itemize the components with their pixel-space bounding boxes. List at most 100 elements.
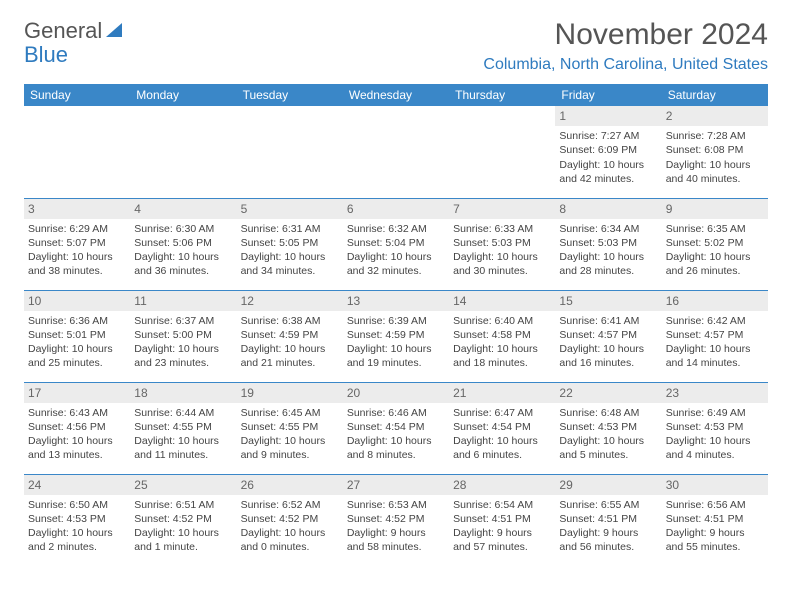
- sunrise-text: Sunrise: 6:44 AM: [134, 406, 232, 420]
- sunrise-text: Sunrise: 6:47 AM: [453, 406, 551, 420]
- daylight-text: and 40 minutes.: [666, 172, 764, 186]
- day-content: Sunrise: 6:30 AMSunset: 5:06 PMDaylight:…: [134, 222, 232, 279]
- daylight-text: and 38 minutes.: [28, 264, 126, 278]
- calendar-day-cell: 10Sunrise: 6:36 AMSunset: 5:01 PMDayligh…: [24, 290, 130, 382]
- daylight-text: Daylight: 10 hours: [453, 342, 551, 356]
- daylight-text: and 42 minutes.: [559, 172, 657, 186]
- sunset-text: Sunset: 6:09 PM: [559, 143, 657, 157]
- sunrise-text: Sunrise: 6:35 AM: [666, 222, 764, 236]
- daylight-text: Daylight: 10 hours: [559, 250, 657, 264]
- day-number: 2: [662, 106, 768, 126]
- day-content: Sunrise: 6:38 AMSunset: 4:59 PMDaylight:…: [241, 314, 339, 371]
- day-content: Sunrise: 7:27 AMSunset: 6:09 PMDaylight:…: [559, 129, 657, 186]
- daylight-text: Daylight: 10 hours: [453, 250, 551, 264]
- sunrise-text: Sunrise: 6:34 AM: [559, 222, 657, 236]
- day-number: 25: [130, 475, 236, 495]
- daylight-text: Daylight: 10 hours: [347, 342, 445, 356]
- daylight-text: Daylight: 10 hours: [28, 526, 126, 540]
- calendar-week-row: 1 Sunrise: 7:27 AMSunset: 6:09 PMDaylight…: [24, 106, 768, 198]
- sunrise-text: Sunrise: 6:52 AM: [241, 498, 339, 512]
- day-number: 19: [237, 383, 343, 403]
- daylight-text: and 34 minutes.: [241, 264, 339, 278]
- calendar-day-cell: 2 Sunrise: 7:28 AMSunset: 6:08 PMDaylight…: [662, 106, 768, 198]
- weekday-header: Thursday: [449, 84, 555, 106]
- daylight-text: Daylight: 10 hours: [134, 250, 232, 264]
- day-number: 10: [24, 291, 130, 311]
- sunrise-text: Sunrise: 6:50 AM: [28, 498, 126, 512]
- calendar-day-cell: 16Sunrise: 6:42 AMSunset: 4:57 PMDayligh…: [662, 290, 768, 382]
- daylight-text: and 0 minutes.: [241, 540, 339, 554]
- day-content: Sunrise: 6:35 AMSunset: 5:02 PMDaylight:…: [666, 222, 764, 279]
- daylight-text: and 56 minutes.: [559, 540, 657, 554]
- daylight-text: and 18 minutes.: [453, 356, 551, 370]
- day-number: 11: [130, 291, 236, 311]
- daylight-text: and 1 minute.: [134, 540, 232, 554]
- sunset-text: Sunset: 4:57 PM: [559, 328, 657, 342]
- calendar-empty-cell: [449, 106, 555, 198]
- sunrise-text: Sunrise: 7:27 AM: [559, 129, 657, 143]
- day-number: 13: [343, 291, 449, 311]
- sunset-text: Sunset: 4:51 PM: [666, 512, 764, 526]
- daylight-text: and 13 minutes.: [28, 448, 126, 462]
- day-number: 30: [662, 475, 768, 495]
- sunset-text: Sunset: 5:04 PM: [347, 236, 445, 250]
- calendar-day-cell: 29Sunrise: 6:55 AMSunset: 4:51 PMDayligh…: [555, 474, 661, 566]
- daylight-text: Daylight: 10 hours: [134, 342, 232, 356]
- day-content: Sunrise: 7:28 AMSunset: 6:08 PMDaylight:…: [666, 129, 764, 186]
- sunrise-text: Sunrise: 6:54 AM: [453, 498, 551, 512]
- sunrise-text: Sunrise: 6:55 AM: [559, 498, 657, 512]
- weekday-header: Saturday: [662, 84, 768, 106]
- day-number: 17: [24, 383, 130, 403]
- sunset-text: Sunset: 4:51 PM: [559, 512, 657, 526]
- sunset-text: Sunset: 4:52 PM: [241, 512, 339, 526]
- weekday-header: Wednesday: [343, 84, 449, 106]
- header: General November 2024 Columbia, North Ca…: [24, 18, 768, 74]
- day-content: Sunrise: 6:29 AMSunset: 5:07 PMDaylight:…: [28, 222, 126, 279]
- day-number: 1: [555, 106, 661, 126]
- day-content: Sunrise: 6:32 AMSunset: 5:04 PMDaylight:…: [347, 222, 445, 279]
- daylight-text: and 28 minutes.: [559, 264, 657, 278]
- day-number: 7: [449, 199, 555, 219]
- day-content: Sunrise: 6:34 AMSunset: 5:03 PMDaylight:…: [559, 222, 657, 279]
- day-content: Sunrise: 6:50 AMSunset: 4:53 PMDaylight:…: [28, 498, 126, 555]
- calendar-day-cell: 9Sunrise: 6:35 AMSunset: 5:02 PMDaylight…: [662, 198, 768, 290]
- sunrise-text: Sunrise: 6:43 AM: [28, 406, 126, 420]
- sunrise-text: Sunrise: 6:49 AM: [666, 406, 764, 420]
- daylight-text: Daylight: 10 hours: [241, 526, 339, 540]
- sunset-text: Sunset: 6:08 PM: [666, 143, 764, 157]
- daylight-text: and 21 minutes.: [241, 356, 339, 370]
- logo-line2: Blue: [24, 42, 68, 68]
- daylight-text: Daylight: 9 hours: [453, 526, 551, 540]
- weekday-header-row: SundayMondayTuesdayWednesdayThursdayFrid…: [24, 84, 768, 106]
- daylight-text: Daylight: 9 hours: [666, 526, 764, 540]
- calendar-week-row: 10Sunrise: 6:36 AMSunset: 5:01 PMDayligh…: [24, 290, 768, 382]
- sunset-text: Sunset: 5:07 PM: [28, 236, 126, 250]
- calendar-day-cell: 22Sunrise: 6:48 AMSunset: 4:53 PMDayligh…: [555, 382, 661, 474]
- daylight-text: and 26 minutes.: [666, 264, 764, 278]
- day-content: Sunrise: 6:41 AMSunset: 4:57 PMDaylight:…: [559, 314, 657, 371]
- weekday-header: Tuesday: [237, 84, 343, 106]
- day-content: Sunrise: 6:42 AMSunset: 4:57 PMDaylight:…: [666, 314, 764, 371]
- sunset-text: Sunset: 4:59 PM: [347, 328, 445, 342]
- sunrise-text: Sunrise: 6:53 AM: [347, 498, 445, 512]
- calendar-day-cell: 1 Sunrise: 7:27 AMSunset: 6:09 PMDaylight…: [555, 106, 661, 198]
- logo-sail-icon: [104, 19, 126, 44]
- weekday-header: Sunday: [24, 84, 130, 106]
- calendar-week-row: 17Sunrise: 6:43 AMSunset: 4:56 PMDayligh…: [24, 382, 768, 474]
- day-number: 20: [343, 383, 449, 403]
- daylight-text: and 23 minutes.: [134, 356, 232, 370]
- daylight-text: Daylight: 10 hours: [347, 250, 445, 264]
- sunset-text: Sunset: 4:57 PM: [666, 328, 764, 342]
- calendar-day-cell: 13Sunrise: 6:39 AMSunset: 4:59 PMDayligh…: [343, 290, 449, 382]
- calendar-day-cell: 30Sunrise: 6:56 AMSunset: 4:51 PMDayligh…: [662, 474, 768, 566]
- sunset-text: Sunset: 4:52 PM: [134, 512, 232, 526]
- daylight-text: Daylight: 10 hours: [28, 342, 126, 356]
- sunset-text: Sunset: 5:00 PM: [134, 328, 232, 342]
- day-content: Sunrise: 6:44 AMSunset: 4:55 PMDaylight:…: [134, 406, 232, 463]
- calendar-day-cell: 20Sunrise: 6:46 AMSunset: 4:54 PMDayligh…: [343, 382, 449, 474]
- calendar-empty-cell: [24, 106, 130, 198]
- day-number: 18: [130, 383, 236, 403]
- daylight-text: and 11 minutes.: [134, 448, 232, 462]
- day-number: 14: [449, 291, 555, 311]
- calendar-week-row: 24Sunrise: 6:50 AMSunset: 4:53 PMDayligh…: [24, 474, 768, 566]
